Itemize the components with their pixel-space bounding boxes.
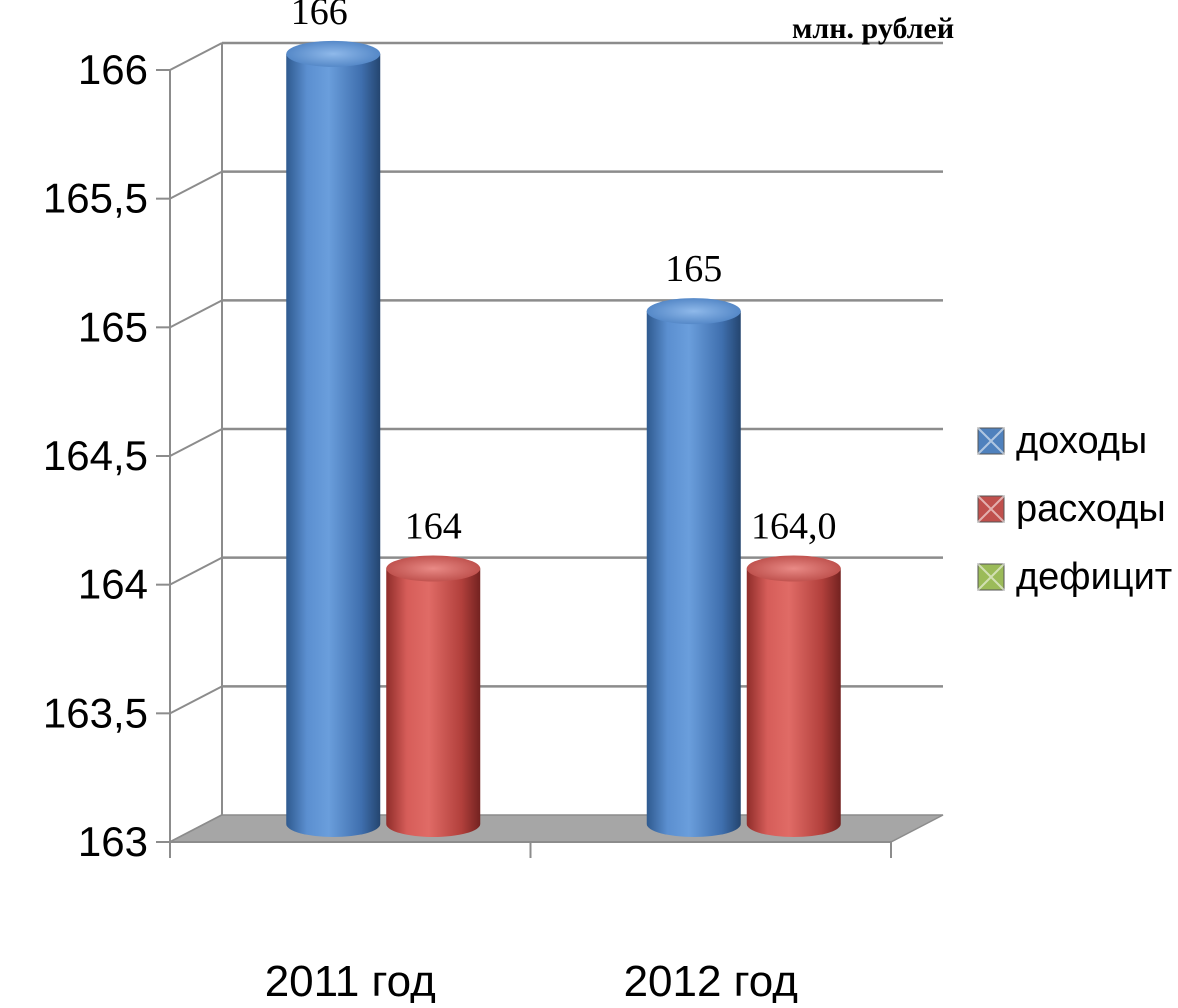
bar-top-расходы bbox=[746, 555, 841, 582]
legend-swatch-highlight bbox=[977, 427, 1005, 455]
y-tick-label: 165,5 bbox=[43, 175, 148, 222]
y-tick-label: 164,5 bbox=[43, 432, 148, 479]
legend-swatch-highlight bbox=[977, 495, 1005, 523]
bar-доходы bbox=[646, 311, 741, 837]
bar-top-доходы bbox=[646, 298, 741, 325]
data-label: 164 bbox=[405, 506, 462, 548]
bar-top-доходы bbox=[286, 40, 381, 67]
side-gridline bbox=[169, 299, 223, 329]
legend-label: доходы bbox=[1016, 420, 1147, 462]
y-tick-label: 164 bbox=[78, 561, 148, 608]
side-gridline bbox=[169, 685, 223, 715]
unit-label: млн. рублей bbox=[792, 12, 955, 45]
data-label: 164,0 bbox=[751, 506, 837, 548]
y-tick-label: 165 bbox=[78, 303, 148, 350]
side-gridline bbox=[169, 556, 223, 586]
bar-расходы bbox=[746, 568, 841, 837]
side-gridline bbox=[169, 428, 223, 457]
side-gridline bbox=[169, 42, 223, 71]
side-gridline bbox=[169, 170, 223, 200]
y-tick-label: 163,5 bbox=[43, 689, 148, 736]
data-label: 166 bbox=[291, 0, 348, 33]
bar-расходы bbox=[386, 568, 481, 837]
x-tick-label: 2011 год bbox=[265, 957, 436, 1003]
data-label: 165 bbox=[665, 248, 722, 290]
bar-доходы bbox=[286, 53, 381, 838]
x-tick-label: 2012 год bbox=[624, 957, 798, 1003]
legend-entry-дефицит: дефицит bbox=[977, 556, 1172, 598]
y-tick-label: 163 bbox=[78, 818, 148, 865]
legend-entry-доходы: доходы bbox=[977, 420, 1147, 462]
legend-label: расходы bbox=[1016, 488, 1166, 530]
legend-swatch-highlight bbox=[977, 563, 1005, 591]
legend-label: дефицит bbox=[1016, 556, 1172, 598]
bar-top-расходы bbox=[386, 555, 481, 582]
legend-entry-расходы: расходы bbox=[977, 488, 1166, 530]
y-tick-label: 166 bbox=[78, 46, 148, 93]
